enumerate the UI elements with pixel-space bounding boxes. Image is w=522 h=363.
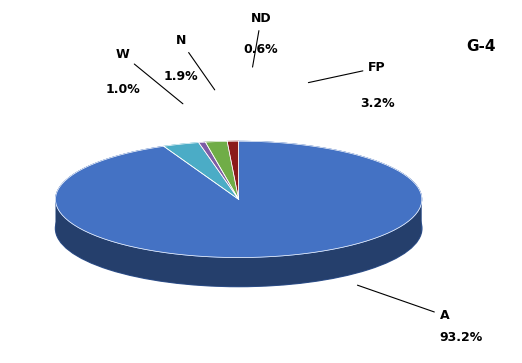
Text: N: N: [175, 34, 215, 90]
Text: 93.2%: 93.2%: [440, 331, 483, 344]
Polygon shape: [56, 200, 422, 286]
Text: G-4: G-4: [466, 38, 495, 53]
Text: 1.0%: 1.0%: [105, 83, 140, 96]
Text: 0.6%: 0.6%: [244, 43, 278, 56]
Text: ND: ND: [251, 12, 271, 67]
Polygon shape: [199, 142, 239, 199]
Polygon shape: [55, 141, 422, 257]
Polygon shape: [55, 141, 422, 257]
Polygon shape: [227, 141, 239, 199]
Polygon shape: [56, 201, 421, 286]
Text: FP: FP: [309, 61, 386, 83]
Polygon shape: [164, 143, 239, 199]
Text: W: W: [115, 48, 183, 104]
Polygon shape: [206, 141, 239, 199]
Text: 3.2%: 3.2%: [360, 97, 395, 110]
Ellipse shape: [55, 170, 422, 287]
Polygon shape: [199, 142, 239, 199]
Text: 1.9%: 1.9%: [163, 70, 198, 83]
Polygon shape: [206, 141, 239, 199]
Polygon shape: [227, 141, 239, 199]
Polygon shape: [164, 143, 239, 199]
Text: A: A: [358, 285, 449, 322]
